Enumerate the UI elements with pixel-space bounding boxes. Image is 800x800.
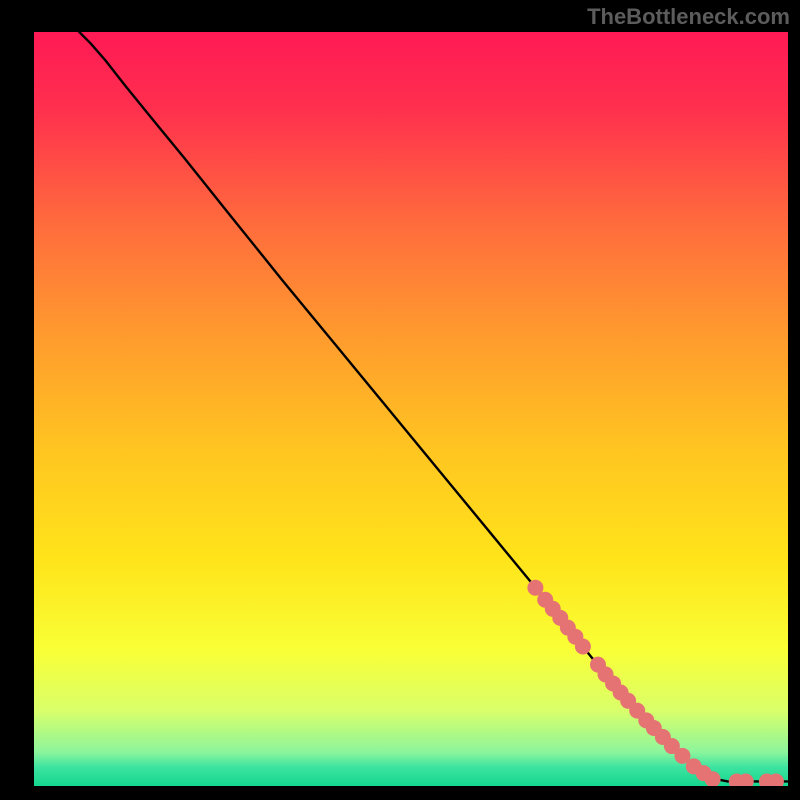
watermark-text: TheBottleneck.com [587,4,790,30]
plot-svg [34,32,788,786]
marker-point [575,639,591,655]
chart-frame: TheBottleneck.com [0,0,800,800]
gradient-background [34,32,788,786]
plot-area [34,32,788,786]
